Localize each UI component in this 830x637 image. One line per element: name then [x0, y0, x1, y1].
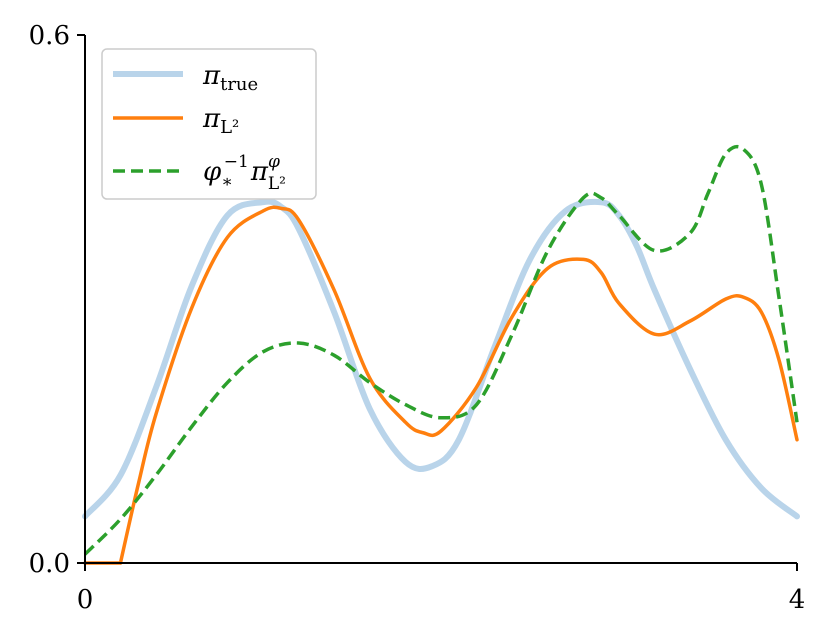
series-line-pullback [83, 144, 799, 556]
legend: πtrue πL² φ∗−1πφ L² [101, 48, 317, 200]
y-tick-label-1: 0.6 [29, 21, 70, 51]
y-tick-label-0: 0.0 [29, 549, 70, 579]
x-tick-label-1: 4 [789, 585, 806, 615]
series-line-l2 [83, 205, 799, 565]
series-line-true [82, 198, 800, 520]
legend-box [101, 48, 317, 200]
series-layer [82, 144, 800, 565]
x-tick-label-0: 0 [77, 585, 94, 615]
